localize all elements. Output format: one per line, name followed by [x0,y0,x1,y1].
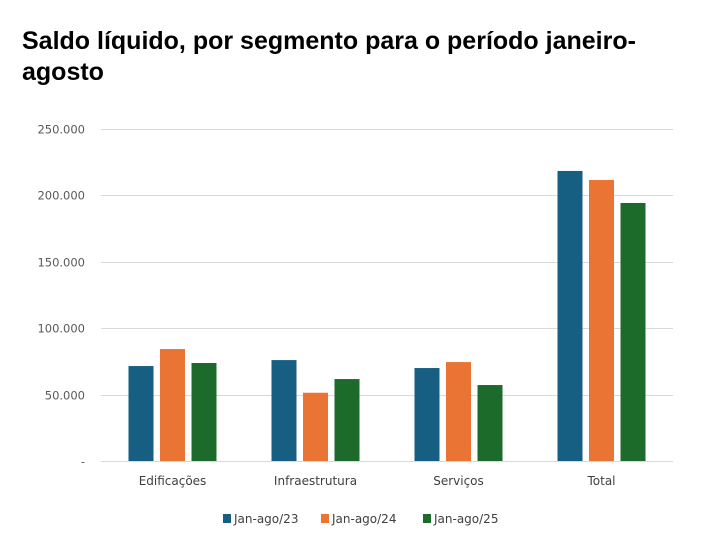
bar-serviços-1 [446,362,471,461]
x-category-label: Edificações [139,474,207,488]
bar-serviços-0 [414,368,440,461]
bar-edificações-2 [191,362,217,461]
bars [128,170,646,462]
bar-infraestrutura-0 [271,360,297,461]
x-category-label: Serviços [433,474,484,488]
y-tick-label: 200.000 [37,189,85,203]
legend-swatch [223,514,231,523]
bar-edificações-0 [128,366,154,461]
gridlines [101,129,673,462]
x-category-label: Total [586,474,615,488]
bar-infraestrutura-2 [334,379,360,461]
bar-total-1 [589,179,614,462]
y-tick-label: 50.000 [45,389,85,403]
legend-swatch [423,514,431,523]
y-tick-label: 250.000 [37,123,85,137]
y-tick-label: 150.000 [37,256,85,270]
legend-item: Jan-ago/25 [423,512,498,526]
bar-serviços-2 [477,385,503,461]
legend: Jan-ago/23 Jan-ago/24 Jan-ago/25 [223,512,498,526]
y-axis-ticks: - 50.000 100.000 150.000 200.000 250.000 [37,123,85,469]
bar-total-0 [557,170,583,462]
legend-item: Jan-ago/23 [223,512,298,526]
y-tick-label: - [81,455,85,469]
bar-total-2 [620,202,646,461]
x-category-label: Infraestrutura [274,474,357,488]
x-axis-categories: Edificações Infraestrutura Serviços Total [139,474,616,488]
legend-swatch [321,514,329,523]
legend-label: Jan-ago/25 [433,512,498,526]
legend-item: Jan-ago/24 [321,512,396,526]
bar-edificações-1 [160,349,185,461]
bar-infraestrutura-1 [303,392,328,461]
y-tick-label: 100.000 [37,322,85,336]
legend-label: Jan-ago/24 [331,512,396,526]
legend-label: Jan-ago/23 [233,512,298,526]
chart-title: Saldo líquido, por segmento para o perío… [22,27,636,86]
